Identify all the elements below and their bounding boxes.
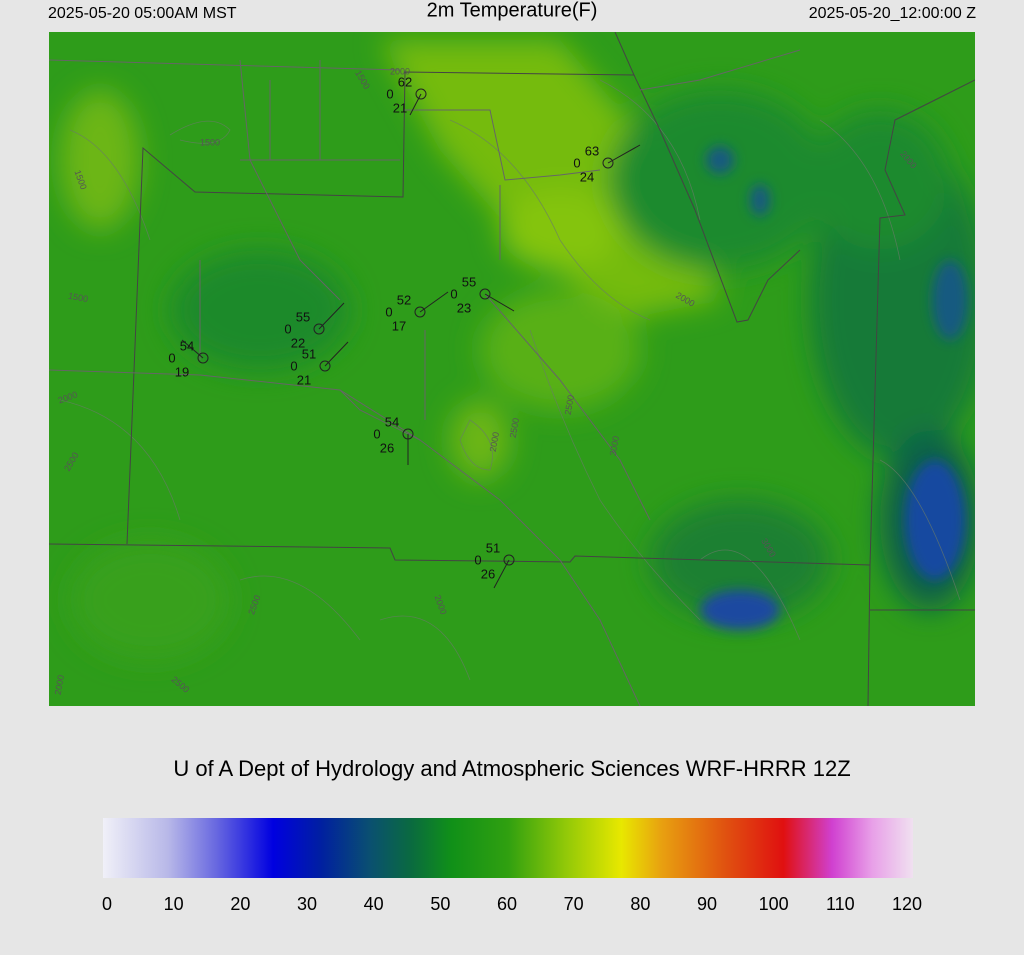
colorbar-tick-label: 80 <box>630 894 650 914</box>
station-marker <box>602 157 614 169</box>
station-dewpoint: 22 <box>291 335 305 350</box>
colorbar-tick-label: 70 <box>564 894 584 914</box>
contour-label: 2000 <box>53 674 66 695</box>
station-temperature: 54 <box>385 414 399 429</box>
colorbar-tick-label: 30 <box>297 894 317 914</box>
station-dewpoint: 21 <box>297 372 311 387</box>
station-dewpoint: 26 <box>380 440 394 455</box>
station-marker <box>197 352 209 364</box>
station-marker <box>415 88 427 100</box>
station-dewpoint: 23 <box>457 300 471 315</box>
colorbar-tick-label: 40 <box>364 894 384 914</box>
station-marker <box>313 323 325 335</box>
station-code: 0 <box>385 304 392 319</box>
colorbar <box>103 818 913 878</box>
station-code: 0 <box>373 426 380 441</box>
station-code: 0 <box>168 350 175 365</box>
station-marker <box>402 428 414 440</box>
map-title: 2m Temperature(F) <box>427 0 598 21</box>
colorbar-tick-label: 50 <box>430 894 450 914</box>
station-marker <box>414 306 426 318</box>
contour-label: 1500 <box>200 137 220 147</box>
station-dewpoint: 17 <box>392 318 406 333</box>
colorbar-tick-label: 120 <box>892 894 922 914</box>
colorbar-tick-label: 10 <box>164 894 184 914</box>
station-temperature: 51 <box>302 346 316 361</box>
colorbar-tick-label: 0 <box>102 894 112 914</box>
wind-barb <box>324 341 349 367</box>
colorbar-tick-label: 90 <box>697 894 717 914</box>
contour-label: 3000 <box>608 435 621 456</box>
wind-barb <box>419 291 449 313</box>
station-temperature: 52 <box>397 292 411 307</box>
wind-barb <box>484 293 515 312</box>
contour-label: 1500 <box>67 291 88 304</box>
station-code: 0 <box>386 86 393 101</box>
station-marker <box>503 554 515 566</box>
station-dewpoint: 24 <box>580 169 594 184</box>
wind-barb <box>607 144 641 164</box>
contour-label: 2000 <box>390 66 410 76</box>
station-code: 0 <box>284 321 291 336</box>
colorbar-tick-label: 110 <box>826 894 855 914</box>
station-temperature: 63 <box>585 143 599 158</box>
colorbar-tick-label: 100 <box>759 894 789 914</box>
station-code: 0 <box>573 155 580 170</box>
colorbar-tick-label: 20 <box>230 894 250 914</box>
station-dewpoint: 26 <box>481 566 495 581</box>
station-code: 0 <box>474 552 481 567</box>
station-temperature: 54 <box>180 338 194 353</box>
contour-label: 2000 <box>488 431 501 452</box>
colorbar-tick-label: 60 <box>497 894 517 914</box>
station-dewpoint: 21 <box>393 100 407 115</box>
footer-credit: U of A Dept of Hydrology and Atmospheric… <box>173 756 850 781</box>
init-time: 2025-05-20_12:00:00 Z <box>809 5 976 22</box>
station-marker <box>479 288 491 300</box>
station-temperature: 55 <box>296 309 310 324</box>
wind-barb <box>318 302 345 330</box>
station-temperature: 62 <box>398 74 412 89</box>
contour-label: 2500 <box>508 417 521 438</box>
wind-barb <box>409 93 422 116</box>
contour-label: 2500 <box>563 394 576 415</box>
valid-time: 2025-05-20 05:00AM MST <box>48 5 237 22</box>
station-temperature: 55 <box>462 274 476 289</box>
station-code: 0 <box>290 358 297 373</box>
station-code: 0 <box>450 286 457 301</box>
station-marker <box>319 360 331 372</box>
station-temperature: 51 <box>486 540 500 555</box>
station-dewpoint: 19 <box>175 364 189 379</box>
